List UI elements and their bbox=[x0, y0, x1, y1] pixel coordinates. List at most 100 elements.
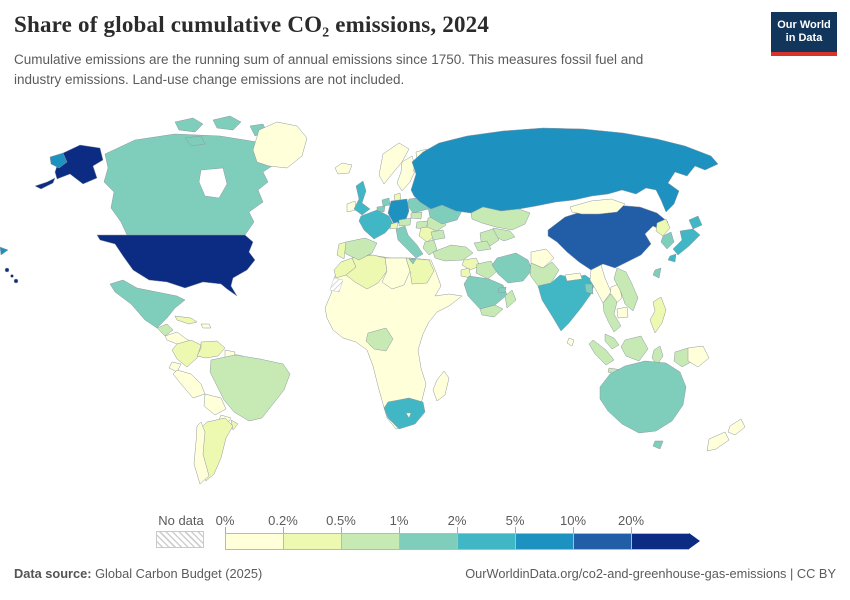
country-algeria[interactable] bbox=[345, 254, 388, 290]
country-canada-arctic-1[interactable] bbox=[174, 117, 204, 133]
legend-bin-5%–10%[interactable] bbox=[515, 533, 573, 550]
legend-tick-labels: 0% 0.2% 0.5% 1% 2% 5% 10% 20% bbox=[216, 513, 705, 531]
country-uae[interactable] bbox=[497, 286, 507, 294]
country-south-africa[interactable] bbox=[383, 397, 426, 430]
country-russia-chukotka[interactable] bbox=[49, 152, 68, 169]
country-sri-lanka[interactable] bbox=[566, 337, 575, 347]
country-indonesia-sulawesi[interactable] bbox=[651, 345, 664, 366]
country-iceland[interactable] bbox=[334, 162, 353, 175]
legend-bin-0%–0.2%[interactable] bbox=[225, 533, 283, 550]
country-usa-lower48[interactable] bbox=[96, 234, 256, 297]
legend-no-data[interactable]: No data bbox=[156, 513, 206, 548]
country-new-zealand-north[interactable] bbox=[727, 418, 746, 436]
country-kazakhstan[interactable] bbox=[470, 206, 531, 231]
country-new-zealand-south[interactable] bbox=[706, 431, 730, 452]
country-japan-hokkaido[interactable] bbox=[688, 215, 703, 230]
country-netherlands[interactable] bbox=[381, 197, 391, 207]
country-japan-kyushu[interactable] bbox=[667, 253, 677, 263]
country-greenland[interactable] bbox=[252, 121, 308, 169]
country-south-korea[interactable] bbox=[660, 231, 675, 250]
country-canada-arctic-2[interactable] bbox=[212, 115, 242, 131]
country-azerbaijan[interactable] bbox=[473, 240, 492, 252]
country-chile[interactable] bbox=[193, 421, 210, 485]
country-france[interactable] bbox=[358, 209, 394, 240]
country-western-sahara[interactable] bbox=[329, 277, 344, 293]
country-brazil[interactable] bbox=[209, 354, 291, 422]
owid-link[interactable]: OurWorldinData.org/co2-and-greenhouse-ga… bbox=[465, 566, 836, 581]
data-source-label: Data source: bbox=[14, 566, 92, 581]
country-russia-wrap-edge[interactable] bbox=[0, 246, 9, 256]
legend-no-data-label: No data bbox=[158, 513, 204, 528]
legend-bin-20%+[interactable] bbox=[631, 533, 689, 550]
country-thailand[interactable] bbox=[602, 293, 622, 333]
country-united-kingdom[interactable] bbox=[353, 180, 371, 216]
country-austria[interactable] bbox=[398, 217, 412, 227]
country-mexico[interactable] bbox=[109, 279, 186, 329]
country-usa-aleutians[interactable] bbox=[34, 177, 56, 190]
country-sweden[interactable] bbox=[396, 155, 417, 192]
country-italy-sicily[interactable] bbox=[408, 258, 417, 265]
country-afghanistan[interactable] bbox=[530, 248, 555, 269]
country-north-korea[interactable] bbox=[655, 218, 671, 237]
country-switzerland[interactable] bbox=[389, 221, 399, 230]
country-canada[interactable] bbox=[103, 133, 278, 236]
country-canada-arctic-4[interactable] bbox=[184, 135, 206, 147]
country-bolivia[interactable] bbox=[203, 393, 227, 416]
country-czechia[interactable] bbox=[410, 211, 423, 220]
legend-bin-10%–20%[interactable] bbox=[573, 533, 631, 550]
country-belgium[interactable] bbox=[376, 205, 386, 213]
country-philippines[interactable] bbox=[649, 296, 667, 334]
country-nepal[interactable] bbox=[564, 272, 583, 282]
country-norway[interactable] bbox=[378, 142, 410, 185]
country-australia-tasmania[interactable] bbox=[652, 440, 664, 450]
country-ireland[interactable] bbox=[346, 200, 357, 213]
country-vietnam[interactable] bbox=[613, 267, 639, 312]
country-iraq[interactable] bbox=[475, 260, 498, 280]
legend-bin-1%–2%[interactable] bbox=[399, 533, 457, 550]
country-portugal[interactable] bbox=[336, 241, 347, 260]
country-oman[interactable] bbox=[504, 289, 517, 309]
country-taiwan[interactable] bbox=[652, 267, 662, 279]
country-malaysia[interactable] bbox=[604, 333, 620, 350]
country-usa-alaska[interactable] bbox=[54, 144, 104, 185]
country-hispaniola[interactable] bbox=[200, 323, 212, 329]
country-turkey[interactable] bbox=[432, 244, 474, 262]
country-lesotho[interactable] bbox=[405, 412, 412, 419]
legend-bin-0.5%–1%[interactable] bbox=[341, 533, 399, 550]
country-mongolia[interactable] bbox=[569, 198, 626, 215]
country-bangladesh[interactable] bbox=[584, 283, 594, 295]
country-cambodia[interactable] bbox=[616, 306, 629, 319]
legend-no-data-swatch[interactable] bbox=[156, 531, 204, 548]
country-syria[interactable] bbox=[461, 257, 481, 271]
legend-bin-0.2%–0.5%[interactable] bbox=[283, 533, 341, 550]
country-australia[interactable] bbox=[599, 360, 687, 434]
country-colombia[interactable] bbox=[171, 339, 202, 368]
country-pakistan[interactable] bbox=[529, 261, 560, 287]
country-venezuela[interactable] bbox=[196, 340, 226, 359]
country-indonesia-borneo[interactable] bbox=[620, 335, 649, 362]
owid-logo[interactable]: Our World in Data bbox=[771, 12, 837, 56]
country-cuba[interactable] bbox=[174, 315, 198, 325]
country-nigeria[interactable] bbox=[365, 327, 394, 352]
country-madagascar[interactable] bbox=[432, 370, 450, 402]
country-japan-honshu[interactable] bbox=[672, 228, 701, 256]
country-iran[interactable] bbox=[491, 252, 533, 284]
country-usa-hawaii-2[interactable] bbox=[10, 274, 14, 278]
country-indonesia-sumatra[interactable] bbox=[588, 339, 615, 366]
legend-tick-label: 2% bbox=[447, 513, 467, 528]
country-usa-hawaii-3[interactable] bbox=[13, 278, 19, 284]
country-guatemala[interactable] bbox=[156, 323, 174, 337]
country-india[interactable] bbox=[537, 274, 596, 332]
country-yemen[interactable] bbox=[479, 304, 504, 318]
country-russia[interactable] bbox=[410, 127, 719, 214]
country-peru[interactable] bbox=[172, 369, 206, 399]
country-usa-hawaii-1[interactable] bbox=[4, 267, 10, 273]
country-china[interactable] bbox=[547, 204, 669, 271]
country-myanmar[interactable] bbox=[589, 264, 612, 304]
country-egypt[interactable] bbox=[405, 257, 435, 285]
legend-bin-2%–5%[interactable] bbox=[457, 533, 515, 550]
country-italy[interactable] bbox=[395, 225, 424, 259]
country-africa-other[interactable] bbox=[324, 253, 463, 430]
country-papua-new-guinea[interactable] bbox=[687, 345, 710, 368]
country-bulgaria[interactable] bbox=[430, 229, 446, 241]
